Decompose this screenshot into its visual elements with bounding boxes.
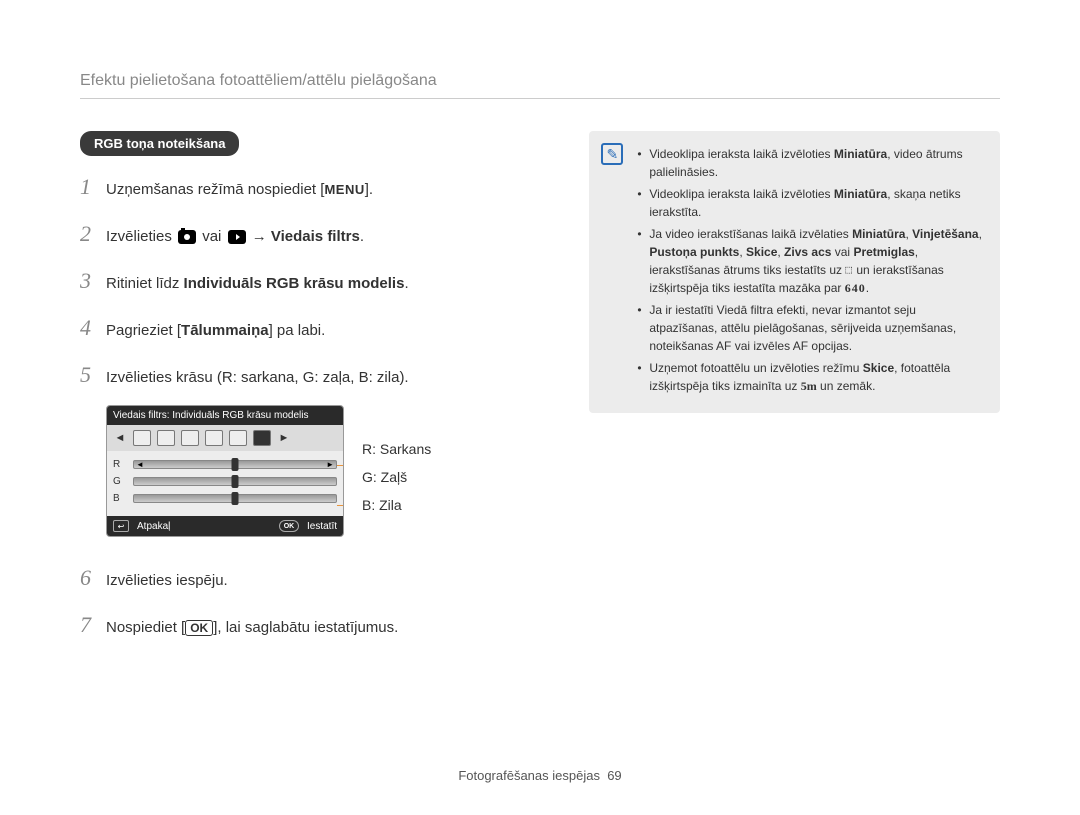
step-number: 3: [80, 264, 106, 297]
filter-icon[interactable]: [181, 430, 199, 446]
step-2: 2 Izvēlieties vai → Viedais filtrs.: [80, 217, 549, 250]
step-7: 7 Nospiediet [OK], lai saglabātu iestatī…: [80, 608, 549, 641]
step-text: Nospiediet [OK], lai saglabātu iestatīju…: [106, 617, 549, 640]
left-column: RGB toņa noteikšana 1 Uzņemšanas režīmā …: [80, 131, 549, 655]
rgb-legend: R: Sarkans G: Zaļš B: Zila: [362, 441, 431, 525]
step-1: 1 Uzņemšanas režīmā nospiediet [MENU].: [80, 170, 549, 203]
back-label: Atpakaļ: [137, 521, 170, 532]
step-number: 7: [80, 608, 106, 641]
rgb-panel-title: Viedais filtrs: Individuāls RGB krāsu mo…: [107, 406, 343, 425]
legend-r: R: Sarkans: [362, 441, 431, 457]
note-item: Ja video ierakstīšanas laikā izvēlaties …: [637, 225, 984, 297]
next-icon[interactable]: ►: [277, 431, 291, 445]
legend-g: G: Zaļš: [362, 469, 431, 485]
camera-icon: [178, 230, 196, 244]
slider-g[interactable]: G: [113, 476, 337, 487]
slider-handle[interactable]: [232, 492, 239, 505]
slider-handle[interactable]: [232, 475, 239, 488]
slider-handle[interactable]: [232, 458, 239, 471]
step-text: Ritiniet līdz Individuāls RGB krāsu mode…: [106, 273, 549, 296]
slider-track[interactable]: [133, 477, 337, 486]
note-box: ✎ Videoklipa ieraksta laikā izvēloties M…: [589, 131, 1000, 413]
ok-label: OK: [185, 620, 213, 636]
step-text: Pagrieziet [Tālummaiņa] pa labi.: [106, 320, 549, 343]
note-item: Videoklipa ieraksta laikā izvēloties Min…: [637, 145, 984, 181]
page-header: Efektu pielietošana fotoattēliem/attēlu …: [80, 72, 1000, 99]
step-number: 1: [80, 170, 106, 203]
step-text: Izvēlieties vai → Viedais filtrs.: [106, 226, 549, 249]
note-icon: ✎: [601, 143, 623, 165]
steps-list: 1 Uzņemšanas režīmā nospiediet [MENU]. 2…: [80, 170, 549, 391]
page-footer: Fotografēšanas iespējas 69: [0, 768, 1080, 783]
step-text: Uzņemšanas režīmā nospiediet [MENU].: [106, 179, 549, 202]
steps-list-cont: 6 Izvēlieties iespēju. 7 Nospiediet [OK]…: [80, 561, 549, 641]
step-text: Izvēlieties krāsu (R: sarkana, G: zaļa, …: [106, 367, 549, 390]
right-column: ✎ Videoklipa ieraksta laikā izvēloties M…: [589, 131, 1000, 655]
framerate-icon: [845, 265, 853, 277]
ok-icon[interactable]: OK: [279, 520, 299, 532]
filter-icon[interactable]: [157, 430, 175, 446]
callout-line: [337, 505, 344, 506]
note-item: Ja ir iestatīti Viedā filtra efekti, nev…: [637, 301, 984, 355]
note-item: Uzņemot fotoattēlu un izvēloties režīmu …: [637, 359, 984, 395]
slider-track[interactable]: ◄►: [133, 460, 337, 469]
slider-track[interactable]: [133, 494, 337, 503]
resolution-640-icon: 640: [845, 281, 866, 295]
step-number: 5: [80, 358, 106, 391]
menu-label: MENU: [324, 182, 364, 197]
filter-icon[interactable]: [205, 430, 223, 446]
legend-b: B: Zila: [362, 497, 431, 513]
resolution-5m-icon: 5m: [801, 379, 817, 393]
step-5: 5 Izvēlieties krāsu (R: sarkana, G: zaļa…: [80, 358, 549, 391]
rgb-panel: Viedais filtrs: Individuāls RGB krāsu mo…: [106, 405, 344, 537]
rgb-sliders: R ◄► G: [107, 451, 343, 516]
step-3: 3 Ritiniet līdz Individuāls RGB krāsu mo…: [80, 264, 549, 297]
rgb-panel-row: Viedais filtrs: Individuāls RGB krāsu mo…: [106, 405, 549, 537]
filter-icon[interactable]: [133, 430, 151, 446]
step-text: Izvēlieties iespēju.: [106, 570, 549, 593]
rgb-panel-footer: ↩ Atpakaļ OK Iestatīt: [107, 516, 343, 536]
slider-r[interactable]: R ◄►: [113, 459, 337, 470]
video-icon: [228, 230, 246, 244]
filter-icon-bar: ◄ ►: [107, 425, 343, 451]
step-number: 6: [80, 561, 106, 594]
step-number: 2: [80, 217, 106, 250]
note-list: Videoklipa ieraksta laikā izvēloties Min…: [637, 145, 984, 395]
callout-line: [337, 465, 344, 466]
set-label: Iestatīt: [307, 521, 337, 532]
filter-icon[interactable]: [229, 430, 247, 446]
prev-icon[interactable]: ◄: [113, 431, 127, 445]
slider-b[interactable]: B: [113, 493, 337, 504]
filter-icon-active[interactable]: [253, 430, 271, 446]
step-number: 4: [80, 311, 106, 344]
section-badge: RGB toņa noteikšana: [80, 131, 239, 156]
step-6: 6 Izvēlieties iespēju.: [80, 561, 549, 594]
back-icon[interactable]: ↩: [113, 520, 129, 532]
step-4: 4 Pagrieziet [Tālummaiņa] pa labi.: [80, 311, 549, 344]
note-item: Videoklipa ieraksta laikā izvēloties Min…: [637, 185, 984, 221]
